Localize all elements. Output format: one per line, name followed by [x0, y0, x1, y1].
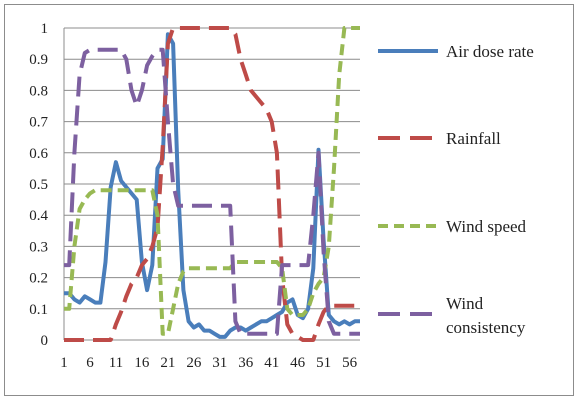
x-tick-label: 6: [86, 355, 94, 371]
y-tick-label: 0.7: [29, 115, 48, 131]
series-line-wind-speed: [64, 26, 360, 336]
y-tick-label: 0.8: [29, 83, 48, 99]
legend-label: Wind: [446, 294, 484, 313]
x-tick-label: 11: [109, 355, 123, 371]
y-tick-label: 0.4: [29, 208, 48, 224]
y-tick-label: 1: [41, 21, 49, 37]
x-tick-label: 56: [342, 355, 358, 371]
series-line-rainfall: [64, 26, 360, 342]
series-line-wind-consistency: [64, 47, 360, 336]
x-tick-label: 36: [238, 355, 254, 371]
x-tick-label: 26: [186, 355, 202, 371]
legend-label: Air dose rate: [446, 42, 534, 61]
legend-label: Rainfall: [446, 129, 501, 148]
y-tick-label: 0.6: [29, 146, 48, 162]
x-tick-label: 51: [316, 355, 331, 371]
x-tick-label: 46: [290, 355, 306, 371]
y-tick-label: 0: [41, 333, 49, 349]
x-tick-labels: 1 6 11 16 21 26 31 36 41 46 51 56: [60, 355, 357, 371]
legend-label: Wind speed: [446, 217, 527, 236]
x-tick-label: 21: [160, 355, 175, 371]
y-tick-label: 0.5: [29, 177, 48, 193]
x-tick-label: 1: [60, 355, 68, 371]
series-lines: [64, 26, 360, 342]
y-tick-label: 0.3: [29, 239, 48, 255]
series-line-air-dose-rate: [64, 32, 360, 339]
y-tick-labels: 0 0.1 0.2 0.3 0.4 0.5 0.6 0.7 0.8 0.9 1: [29, 21, 48, 349]
y-tick-label: 0.2: [29, 271, 48, 287]
x-tick-label: 41: [264, 355, 279, 371]
legend-label: consistency: [446, 318, 526, 337]
legend: Air dose rate Rainfall Wind speed Wind consi…: [378, 42, 534, 337]
y-tick-label: 0.9: [29, 52, 48, 68]
y-tick-label: 0.1: [29, 302, 48, 318]
x-tick-label: 16: [134, 355, 150, 371]
x-tick-label: 31: [212, 355, 227, 371]
